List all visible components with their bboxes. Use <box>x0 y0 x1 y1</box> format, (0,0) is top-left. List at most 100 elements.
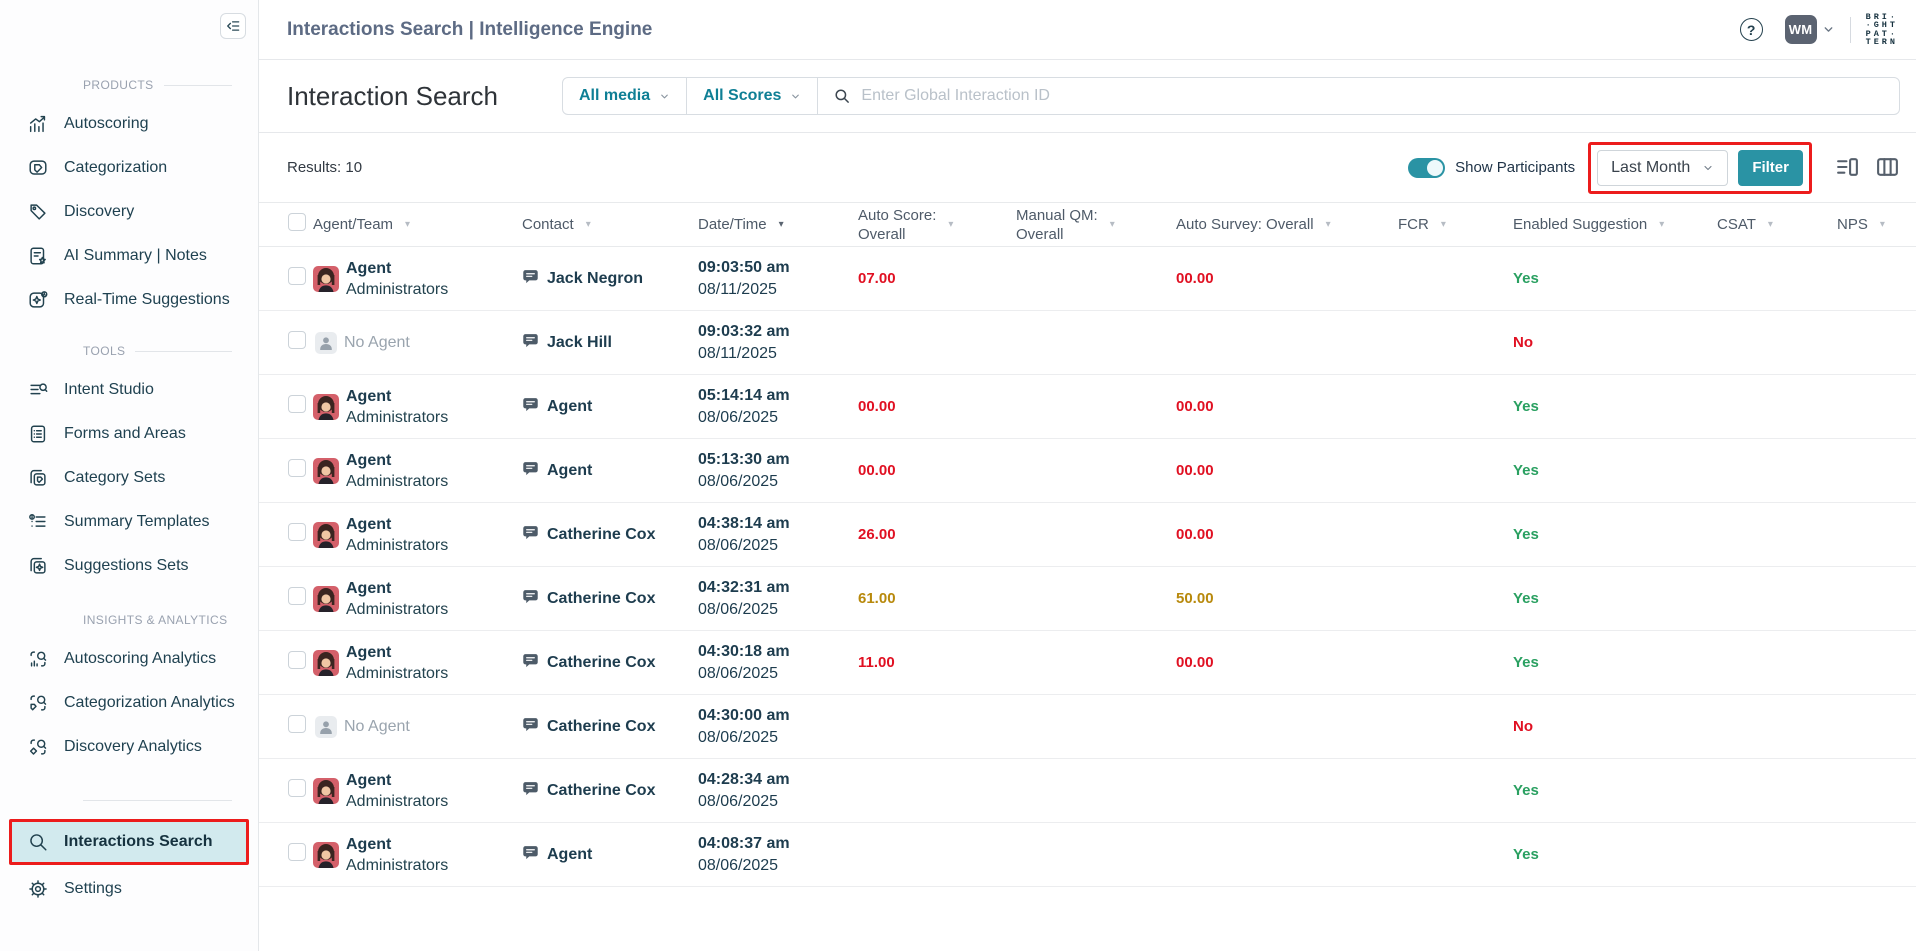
table-row[interactable]: Agent Administrators Catherine Cox 04:38:14… <box>259 503 1916 567</box>
column-header-auto-survey-overall[interactable]: Auto Survey: Overall ▾ <box>1176 215 1398 234</box>
table-row[interactable]: Agent Administrators Catherine Cox 04:32:31… <box>259 567 1916 631</box>
sort-caret-icon: ▾ <box>948 219 954 230</box>
sidebar-item-ai-summary-notes[interactable]: AI Summary | Notes <box>0 234 258 278</box>
sidebar-item-discovery[interactable]: Discovery <box>0 190 258 234</box>
sidebar-item-intent-studio[interactable]: Intent Studio <box>0 368 258 412</box>
sidebar-item-settings[interactable]: Settings <box>0 867 258 911</box>
interaction-date: 08/06/2025 <box>698 792 779 810</box>
enabled-suggestion-value: Yes <box>1513 590 1539 607</box>
agent-team: Administrators <box>346 536 449 554</box>
agent-name: Agent <box>346 259 392 277</box>
global-interaction-id-input[interactable] <box>861 87 1884 105</box>
categorization-analytics-icon <box>27 692 49 714</box>
column-header-manual-qm-overall[interactable]: Manual QM: Overall ▾ <box>1016 206 1176 244</box>
row-checkbox[interactable] <box>288 267 306 285</box>
sidebar-item-label: Summary Templates <box>64 513 210 530</box>
column-header-csat[interactable]: CSAT ▾ <box>1717 215 1837 234</box>
contact-name: Agent <box>547 461 593 479</box>
agent-avatar <box>313 841 339 868</box>
table-row[interactable]: Agent Administrators Agent 05:13:30 am 08/06… <box>259 439 1916 503</box>
sidebar-item-summary-templates[interactable]: Summary Templates <box>0 500 258 544</box>
show-participants-label: Show Participants <box>1455 159 1576 176</box>
column-header-fcr[interactable]: FCR ▾ <box>1398 215 1513 234</box>
sort-caret-icon: ▾ <box>1109 219 1115 230</box>
table-row[interactable]: No Agent Jack Hill 09:03:32 am 08/11/2025 No <box>259 311 1916 375</box>
agent-team: Administrators <box>346 664 449 682</box>
column-header-enabled-suggestion[interactable]: Enabled Suggestion ▾ <box>1513 215 1717 234</box>
chat-bubble-icon <box>522 524 539 545</box>
row-checkbox[interactable] <box>288 459 306 477</box>
agent-avatar <box>313 457 339 484</box>
row-checkbox[interactable] <box>288 331 306 349</box>
sidebar-item-category-sets[interactable]: Category Sets <box>0 456 258 500</box>
table-row[interactable]: No Agent Catherine Cox 04:30:00 am 08/06/20… <box>259 695 1916 759</box>
list-view-icon[interactable] <box>1835 156 1860 179</box>
filter-button[interactable]: Filter <box>1738 149 1803 186</box>
column-header-label: FCR <box>1398 216 1429 233</box>
help-icon[interactable]: ? <box>1739 18 1763 41</box>
table-row[interactable]: Agent Administrators Agent 05:14:14 am 08/06… <box>259 375 1916 439</box>
scores-filter-dropdown[interactable]: All Scores <box>687 78 819 114</box>
sidebar-item-autoscoring-analytics[interactable]: Autoscoring Analytics <box>0 637 258 681</box>
sidebar-item-real-time-suggestions[interactable]: Real-Time Suggestions <box>0 278 258 322</box>
interaction-date: 08/06/2025 <box>698 408 779 426</box>
date-range-dropdown[interactable]: Last Month <box>1597 149 1729 186</box>
interaction-date: 08/06/2025 <box>698 536 779 554</box>
sidebar-item-discovery-analytics[interactable]: Discovery Analytics <box>0 725 258 769</box>
no-agent-icon <box>315 331 337 354</box>
sidebar-item-label: Autoscoring <box>64 115 149 132</box>
user-avatar[interactable]: WM <box>1784 15 1817 44</box>
contact-name: Catherine Cox <box>547 781 656 799</box>
search-icon <box>833 87 851 105</box>
column-header-date-time[interactable]: Date/Time ▾ <box>698 215 858 234</box>
column-header-auto-score-overall[interactable]: Auto Score: Overall ▾ <box>858 206 1016 244</box>
table-row[interactable]: Agent Administrators Catherine Cox 04:30:18… <box>259 631 1916 695</box>
sidebar-item-categorization-analytics[interactable]: Categorization Analytics <box>0 681 258 725</box>
chat-bubble-icon <box>522 844 539 865</box>
column-header-label: CSAT <box>1717 216 1756 233</box>
sidebar-item-forms-and-areas[interactable]: Forms and Areas <box>0 412 258 456</box>
interaction-date: 08/06/2025 <box>698 856 779 874</box>
row-checkbox[interactable] <box>288 523 306 541</box>
select-all-checkbox[interactable] <box>288 213 306 231</box>
auto-score-value: 00.00 <box>858 462 896 479</box>
forms-areas-icon <box>27 423 49 445</box>
table-row[interactable]: Agent Administrators Jack Negron 09:03:50 a… <box>259 247 1916 311</box>
auto-score-value: 26.00 <box>858 526 896 543</box>
agent-name: No Agent <box>344 718 410 735</box>
chevron-down-icon <box>1702 162 1714 174</box>
collapse-sidebar-icon <box>227 21 240 31</box>
column-header-label: Agent/Team <box>313 216 394 233</box>
media-filter-dropdown[interactable]: All media <box>563 78 688 114</box>
suggestions-sets-icon <box>27 555 49 577</box>
row-checkbox[interactable] <box>288 715 306 733</box>
chat-bubble-icon <box>522 460 539 481</box>
results-table-body: Agent Administrators Jack Negron 09:03:50 a… <box>259 247 1916 887</box>
interaction-time: 04:08:37 am <box>698 834 790 852</box>
column-header-nps[interactable]: NPS ▾ <box>1837 215 1916 234</box>
row-checkbox[interactable] <box>288 587 306 605</box>
auto-survey-value: 00.00 <box>1176 526 1214 543</box>
row-checkbox[interactable] <box>288 779 306 797</box>
enabled-suggestion-value: No <box>1513 718 1533 735</box>
table-row[interactable]: Agent Administrators Catherine Cox 04:28:34… <box>259 759 1916 823</box>
show-participants-toggle[interactable] <box>1408 157 1446 178</box>
sidebar-item-suggestions-sets[interactable]: Suggestions Sets <box>0 544 258 588</box>
sidebar-section-label: TOOLS <box>83 344 126 358</box>
table-row[interactable]: Agent Administrators Agent 04:08:37 am 08/06… <box>259 823 1916 887</box>
columns-icon[interactable] <box>1875 156 1900 179</box>
ai-summary-icon <box>27 245 49 267</box>
row-checkbox[interactable] <box>288 651 306 669</box>
sidebar-item-categorization[interactable]: Categorization <box>0 146 258 190</box>
row-checkbox[interactable] <box>288 395 306 413</box>
sidebar-item-label: Category Sets <box>64 469 166 486</box>
column-header-agent-team[interactable]: Agent/Team ▾ <box>313 215 522 234</box>
sidebar-collapse-button[interactable] <box>220 13 246 39</box>
enabled-suggestion-value: Yes <box>1513 846 1539 863</box>
sidebar-item-interactions-search[interactable]: Interactions Search <box>12 822 246 862</box>
row-checkbox[interactable] <box>288 843 306 861</box>
chevron-down-icon[interactable] <box>1822 23 1835 36</box>
interaction-date: 08/06/2025 <box>698 600 779 618</box>
column-header-contact[interactable]: Contact ▾ <box>522 215 698 234</box>
sidebar-item-autoscoring[interactable]: Autoscoring <box>0 102 258 146</box>
